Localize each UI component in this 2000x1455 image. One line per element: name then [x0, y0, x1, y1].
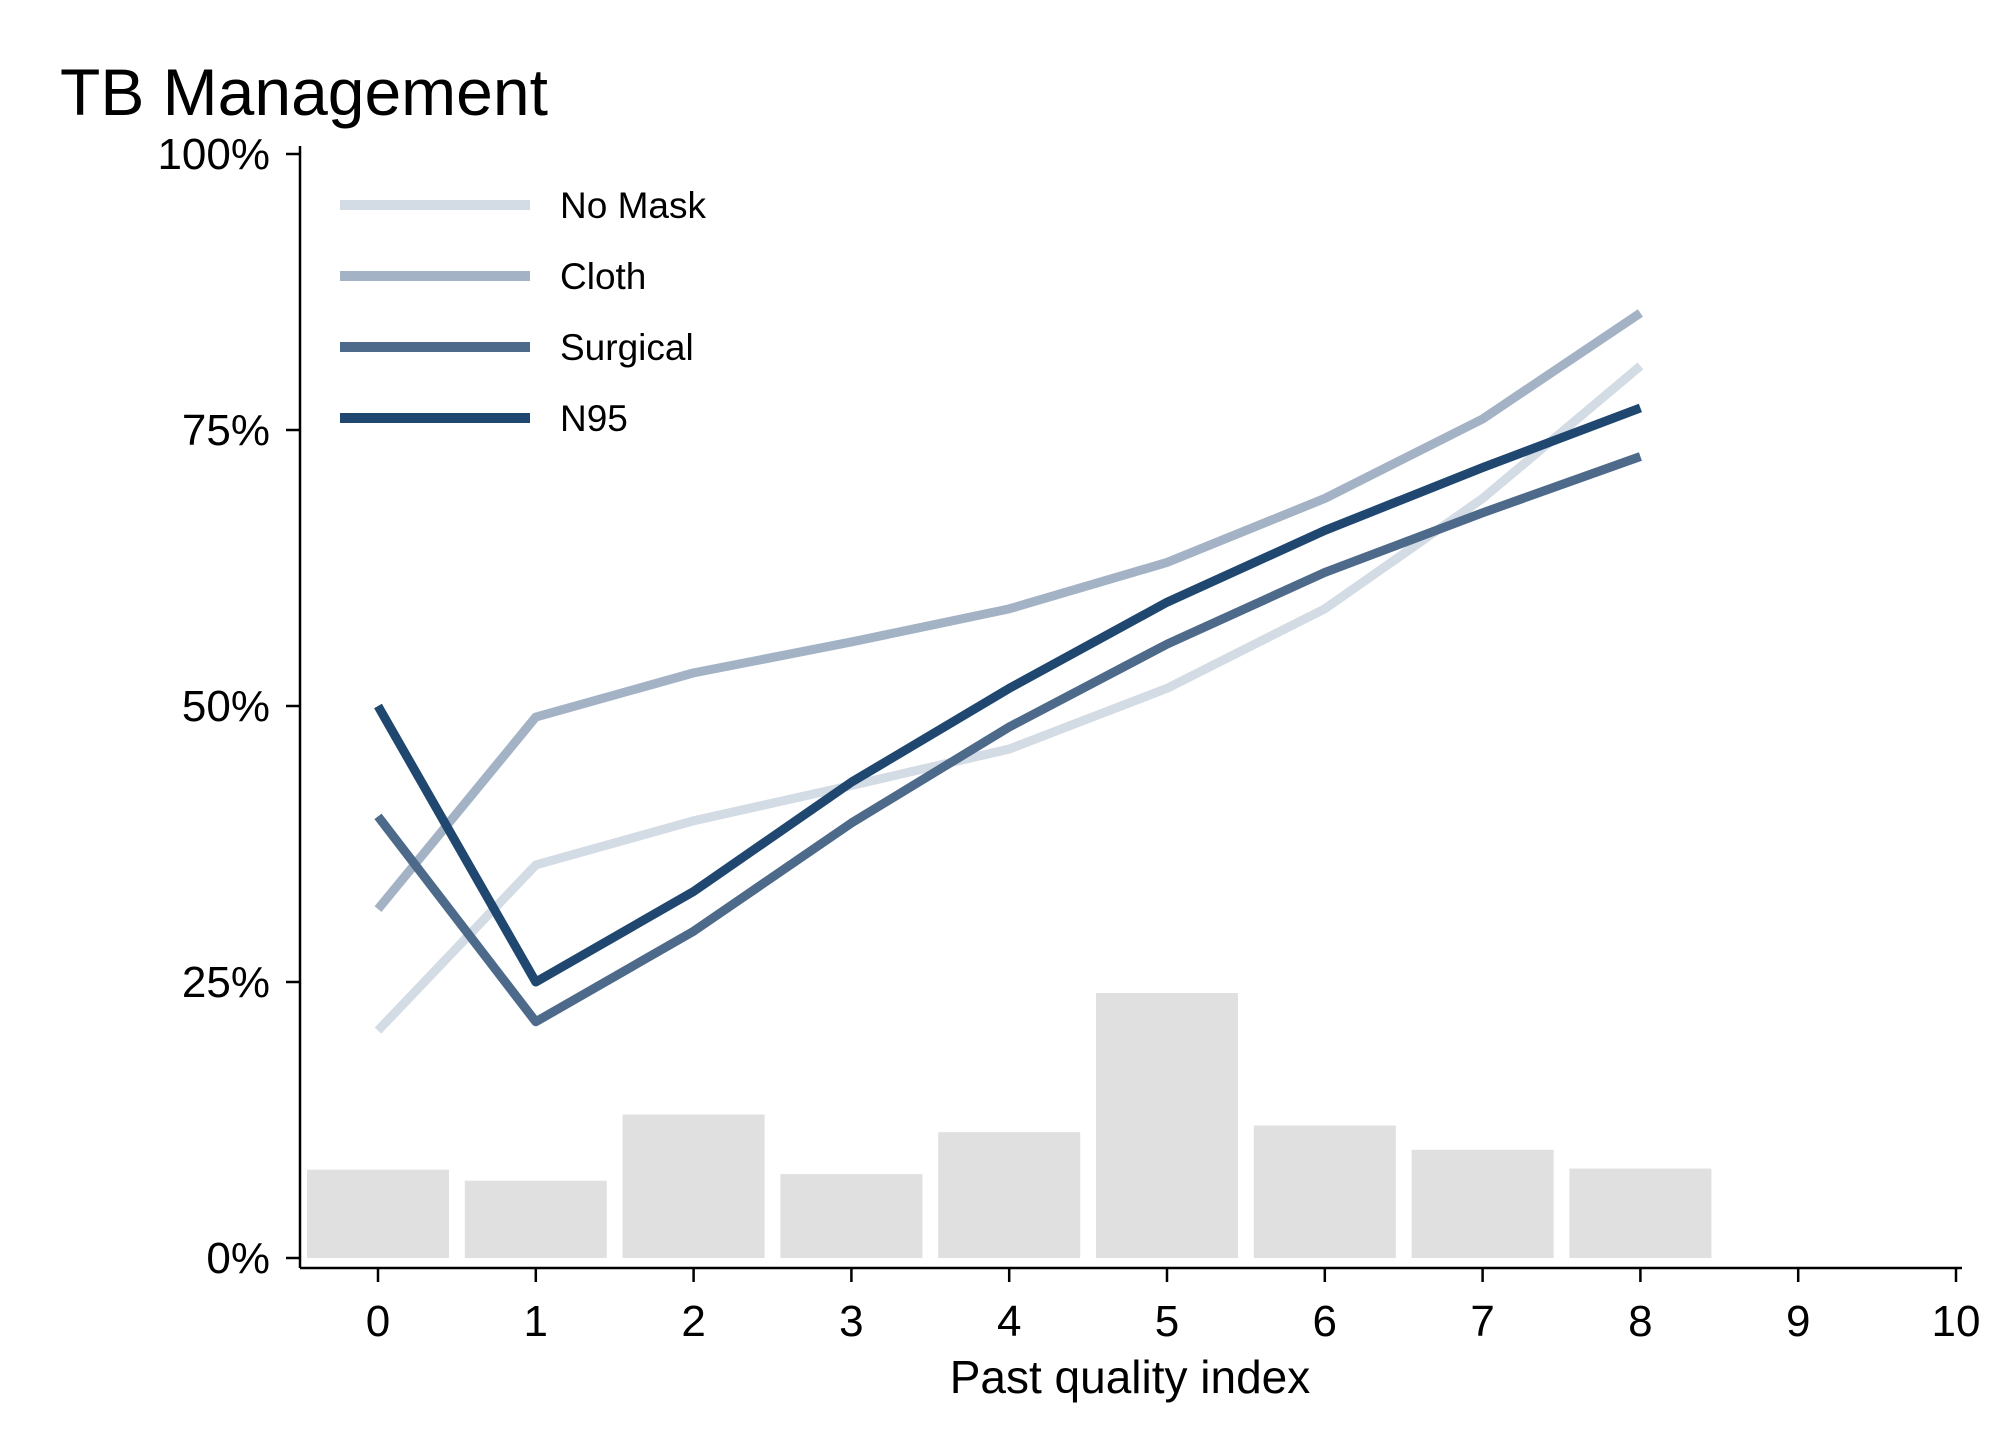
x-tick-label: 4: [997, 1297, 1021, 1346]
histogram-bars: [307, 993, 1712, 1258]
histogram-bar-1: [464, 1180, 607, 1258]
x-tick-label: 0: [366, 1297, 390, 1346]
histogram-bar-7: [1411, 1149, 1554, 1258]
legend-label-no-mask: No Mask: [560, 185, 706, 226]
legend: No Mask Cloth Surgical N95: [340, 185, 706, 439]
x-axis-label: Past quality index: [950, 1351, 1311, 1403]
x-tick-label: 10: [1932, 1297, 1981, 1346]
histogram-bar-0: [307, 1169, 449, 1258]
series-lines: [374, 309, 1644, 1034]
y-tick-label: 100%: [157, 130, 270, 179]
histogram-bar-2: [622, 1114, 765, 1258]
x-tick-label: 5: [1155, 1297, 1179, 1346]
histogram-bar-4: [938, 1132, 1081, 1258]
x-tick-label: 2: [681, 1297, 705, 1346]
x-tick-label: 1: [524, 1297, 548, 1346]
histogram-bar-6: [1253, 1125, 1396, 1258]
series-line-n95: [374, 403, 1642, 987]
chart-title: TB Management: [60, 55, 548, 129]
x-tick-label: 9: [1786, 1297, 1810, 1346]
y-tick-label: 50%: [182, 682, 270, 731]
x-ticks: 0 1 2 3 4 5 6 7 8 9 10: [366, 1268, 1981, 1346]
x-tick-label: 3: [839, 1297, 863, 1346]
y-tick-label: 25%: [182, 958, 270, 1007]
y-tick-label: 0%: [206, 1234, 270, 1283]
y-tick-label: 75%: [182, 406, 270, 455]
legend-label-surgical: Surgical: [560, 327, 694, 368]
x-tick-label: 7: [1470, 1297, 1494, 1346]
series-line-surgical: [374, 452, 1642, 1027]
x-tick-label: 6: [1313, 1297, 1337, 1346]
legend-label-n95: N95: [560, 398, 628, 439]
series-line-no-mask: [374, 362, 1644, 1034]
y-ticks: 0% 25% 50% 75% 100%: [157, 130, 300, 1283]
histogram-bar-5: [1096, 993, 1238, 1258]
histogram-bar-8: [1569, 1168, 1712, 1258]
series-line-cloth: [374, 309, 1643, 912]
legend-label-cloth: Cloth: [560, 256, 646, 297]
x-tick-label: 8: [1628, 1297, 1652, 1346]
histogram-bar-3: [780, 1174, 923, 1258]
